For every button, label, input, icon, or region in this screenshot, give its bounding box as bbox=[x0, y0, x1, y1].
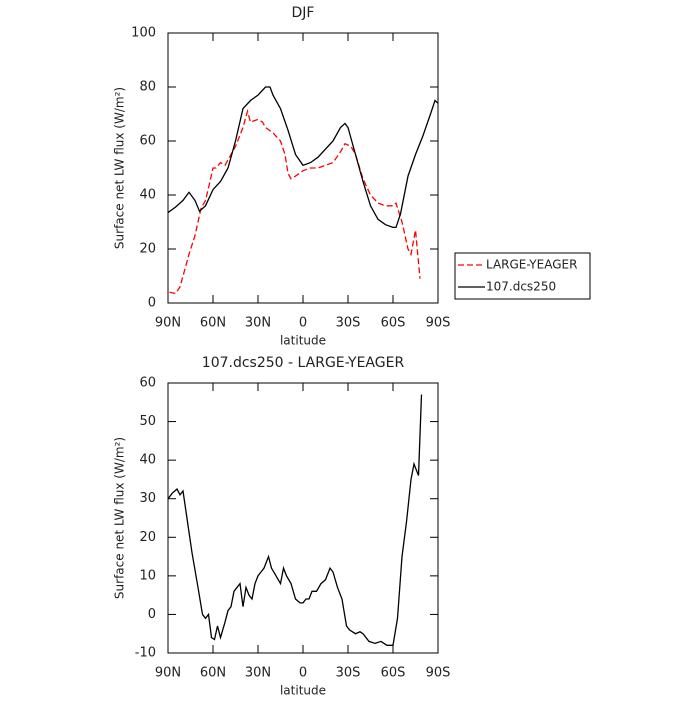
x-tick-label: 0 bbox=[299, 316, 307, 331]
y-tick-label: 10 bbox=[139, 568, 156, 583]
x-tick-label: 90N bbox=[155, 316, 181, 331]
y-tick-label: 30 bbox=[139, 491, 156, 506]
y-tick-label: 100 bbox=[131, 26, 156, 41]
data-line bbox=[169, 108, 421, 295]
y-tick-label: 60 bbox=[139, 134, 156, 149]
chart-title: 107.dcs250 - LARGE-YEAGER bbox=[202, 355, 405, 371]
x-tick-label: 60N bbox=[200, 666, 226, 681]
x-tick-label: 30N bbox=[245, 316, 271, 331]
x-tick-label: 30S bbox=[336, 666, 361, 681]
y-tick-label: 40 bbox=[139, 453, 156, 468]
legend-label: LARGE-YEAGER bbox=[486, 258, 577, 272]
legend-label: 107.dcs250 bbox=[486, 280, 556, 294]
y-tick-label: 20 bbox=[139, 530, 156, 545]
data-line bbox=[167, 394, 423, 646]
x-tick-label: 60N bbox=[200, 316, 226, 331]
x-tick-label: 30N bbox=[245, 666, 271, 681]
y-tick-label: 80 bbox=[139, 80, 156, 95]
x-tick-label: 0 bbox=[299, 666, 307, 681]
y-axis-label: Surface net LW flux (W/m²) bbox=[113, 87, 127, 249]
y-tick-label: 50 bbox=[139, 414, 156, 429]
x-tick-label: 90S bbox=[426, 316, 451, 331]
chart-title: DJF bbox=[292, 5, 315, 21]
x-tick-label: 30S bbox=[336, 316, 361, 331]
y-tick-label: 60 bbox=[139, 376, 156, 391]
data-line bbox=[167, 86, 439, 229]
x-tick-label: 90S bbox=[426, 666, 451, 681]
x-tick-label: 60S bbox=[381, 666, 406, 681]
x-axis-label: latitude bbox=[280, 334, 326, 348]
legend-box bbox=[454, 252, 591, 300]
x-tick-label: 60S bbox=[381, 316, 406, 331]
x-tick-label: 90N bbox=[155, 666, 181, 681]
x-axis-label: latitude bbox=[280, 684, 326, 698]
plot-frame bbox=[167, 32, 439, 304]
y-axis-label: Surface net LW flux (W/m²) bbox=[113, 437, 127, 599]
y-tick-label: -10 bbox=[135, 646, 156, 661]
y-tick-label: 0 bbox=[148, 607, 156, 622]
y-tick-label: 0 bbox=[148, 296, 156, 311]
y-tick-label: 40 bbox=[139, 188, 156, 203]
y-tick-label: 20 bbox=[139, 242, 156, 257]
